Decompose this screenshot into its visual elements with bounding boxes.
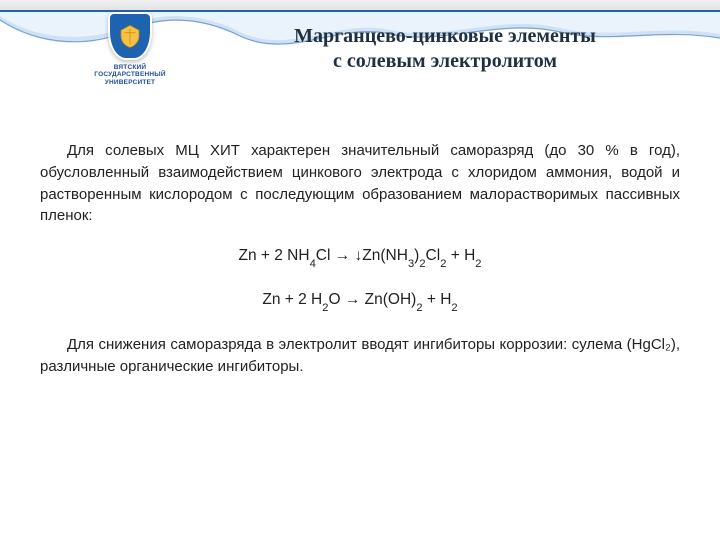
body-content: Для солевых МЦ ХИТ характерен значительн… xyxy=(40,140,680,395)
uni-line3: УНИВЕРСИТЕТ xyxy=(94,79,165,86)
university-name: ВЯТСКИЙ ГОСУДАРСТВЕННЫЙ УНИВЕРСИТЕТ xyxy=(94,64,165,86)
uni-line1: ВЯТСКИЙ xyxy=(94,64,165,71)
shield-icon xyxy=(108,12,152,60)
equation-2: Zn + 2 H2O → Zn(OH)2 + H2 xyxy=(40,289,680,311)
paragraph-1: Для солевых МЦ ХИТ характерен значительн… xyxy=(40,140,680,227)
title-line1: Марганцево-цинковые элементы xyxy=(210,24,680,49)
university-logo: ВЯТСКИЙ ГОСУДАРСТВЕННЫЙ УНИВЕРСИТЕТ xyxy=(98,12,162,86)
top-strip xyxy=(0,0,720,12)
paragraph-2: Для снижения саморазряда в электролит вв… xyxy=(40,334,680,378)
page-title: Марганцево-цинковые элементы с солевым э… xyxy=(210,24,680,74)
uni-line2: ГОСУДАРСТВЕННЫЙ xyxy=(94,71,165,78)
equation-1: Zn + 2 NH4Cl → ↓Zn(NH3)2Cl2 + H2 xyxy=(40,245,680,267)
slide: ВЯТСКИЙ ГОСУДАРСТВЕННЫЙ УНИВЕРСИТЕТ Марг… xyxy=(0,0,720,540)
title-line2: с солевым электролитом xyxy=(210,49,680,74)
